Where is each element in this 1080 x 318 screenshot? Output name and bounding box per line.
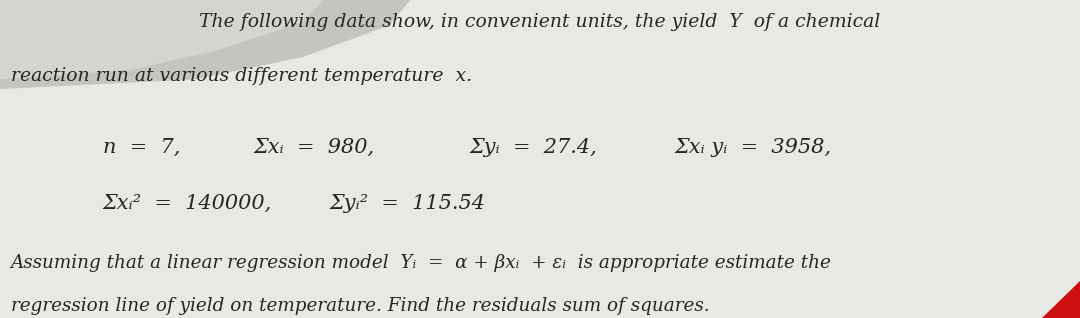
Polygon shape bbox=[0, 0, 324, 80]
Text: Σxᵢ yᵢ  =  3958,: Σxᵢ yᵢ = 3958, bbox=[675, 138, 832, 157]
Text: Σxᵢ  =  980,: Σxᵢ = 980, bbox=[254, 138, 375, 157]
Text: Assuming that a linear regression model  Yᵢ  =  α + βxᵢ  + εᵢ  is appropriate es: Assuming that a linear regression model … bbox=[11, 254, 832, 273]
Text: Σxᵢ²  =  140000,: Σxᵢ² = 140000, bbox=[103, 194, 272, 213]
Text: Σyᵢ²  =  115.54: Σyᵢ² = 115.54 bbox=[329, 194, 485, 213]
Text: regression line of yield on temperature. Find the residuals sum of squares.: regression line of yield on temperature.… bbox=[11, 297, 710, 315]
Text: reaction run at various different temperature  x.: reaction run at various different temper… bbox=[11, 67, 472, 85]
Polygon shape bbox=[0, 0, 410, 89]
Text: Σyᵢ  =  27.4,: Σyᵢ = 27.4, bbox=[470, 138, 597, 157]
Polygon shape bbox=[1042, 281, 1080, 318]
Text: The following data show, in convenient units, the yield  Y  of a chemical: The following data show, in convenient u… bbox=[200, 13, 880, 31]
Text: n  =  7,: n = 7, bbox=[103, 138, 180, 157]
